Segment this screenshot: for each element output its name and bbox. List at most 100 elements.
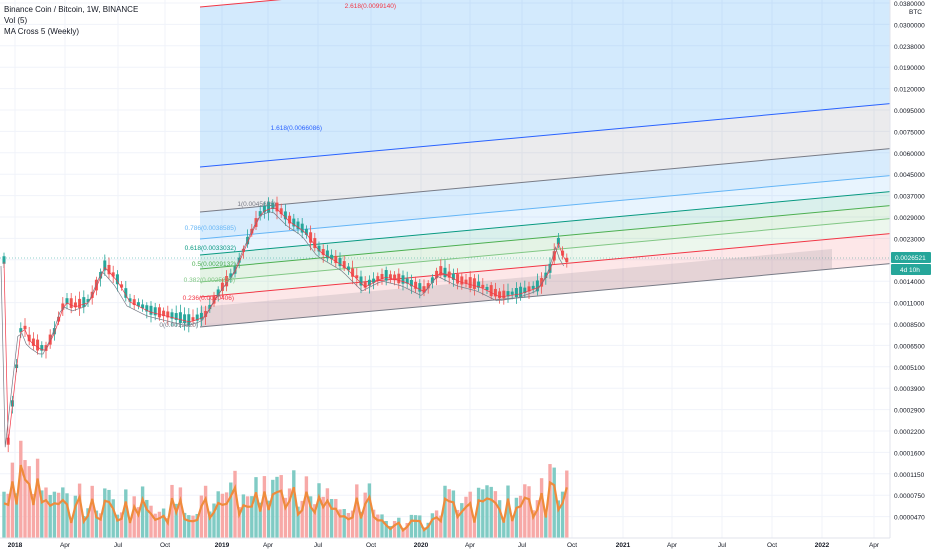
- candle-body: [481, 284, 485, 288]
- candle-body: [153, 307, 157, 316]
- time-tick-label: Apr: [667, 542, 678, 549]
- volume-bar: [334, 498, 338, 538]
- candle-body: [288, 215, 292, 224]
- volume-bar: [560, 491, 565, 538]
- time-tick-label: Apr: [465, 542, 476, 549]
- volume-bar: [434, 510, 439, 538]
- candle-body: [267, 202, 271, 213]
- price-tick-label: 0.0095000: [894, 108, 925, 115]
- price-tick-label: 0.0075000: [894, 129, 925, 136]
- candle-body: [506, 291, 510, 297]
- candle-body: [283, 211, 287, 220]
- volume-bar: [56, 492, 61, 538]
- volume-bar: [27, 466, 31, 538]
- volume-bar: [468, 491, 472, 538]
- time-tick-label: Oct: [767, 542, 777, 549]
- volume-bar: [497, 500, 502, 538]
- candle-body: [376, 276, 380, 282]
- volume-bar: [149, 505, 153, 538]
- volume-bar: [539, 478, 544, 538]
- volume-bar: [224, 492, 229, 538]
- volume-bar: [296, 506, 300, 538]
- time-axis[interactable]: 2018 Apr Jul Oct 2019 Apr Jul Oct 2020 Apr Jul Oct 2…: [0, 537, 890, 549]
- price-tick-label: 0.0005100: [894, 365, 925, 372]
- candle-body: [65, 298, 69, 304]
- candle-body: [380, 273, 384, 280]
- candle-body: [69, 298, 73, 308]
- price-tick-label: 0.0037000: [894, 194, 925, 201]
- volume-bar: [191, 515, 195, 538]
- candle-body: [523, 287, 527, 294]
- symbol-title[interactable]: Binance Coin / Bitcoin, 1W, BINANCE: [4, 5, 139, 14]
- price-tick-label: 0.0120000: [894, 87, 925, 94]
- volume-bar: [128, 517, 132, 538]
- price-tick-label: 0.0001150: [894, 472, 925, 479]
- time-tick-label: Jul: [314, 542, 323, 549]
- volume-bar: [443, 485, 447, 538]
- candle-body: [367, 279, 371, 286]
- candle-body: [178, 312, 182, 323]
- candle-body: [502, 290, 506, 299]
- candle-body: [103, 260, 107, 271]
- candle-body: [229, 273, 233, 278]
- candle-body: [472, 278, 476, 289]
- ma-indicator[interactable]: MA Cross 5 (Weekly): [4, 27, 79, 36]
- volume-bar: [329, 498, 334, 538]
- fib-level-label: 1.618(0.0066086): [271, 125, 322, 132]
- candle-body: [279, 208, 283, 215]
- volume-bar: [472, 517, 477, 538]
- candle-body: [78, 298, 82, 309]
- volume-bar: [86, 508, 90, 538]
- volume-bar: [44, 487, 48, 538]
- candle-body: [132, 299, 136, 306]
- volume-bar: [103, 488, 107, 538]
- volume-bar: [565, 470, 569, 538]
- time-tick-label: 2019: [215, 542, 230, 549]
- volume-bar: [409, 514, 414, 538]
- price-tick-label: 0.0238000: [894, 44, 925, 51]
- volume-bar: [271, 479, 275, 538]
- volume-bar: [489, 486, 493, 538]
- volume-bar: [502, 517, 506, 538]
- candle-body: [212, 296, 216, 304]
- price-tick-label: 0.0003900: [894, 386, 925, 393]
- candle-body: [519, 286, 523, 297]
- countdown-value: 4d 10h: [900, 267, 920, 274]
- time-tick-label: Apr: [60, 542, 71, 549]
- candle-body: [321, 249, 325, 255]
- current-price-value: 0.0026521: [895, 255, 926, 262]
- candles: [2, 196, 569, 453]
- volume-bar: [531, 510, 535, 538]
- price-tick-label: 0.0001600: [894, 450, 925, 457]
- vol-indicator[interactable]: Vol (5): [4, 16, 28, 25]
- price-tick-label: 0.0023000: [894, 236, 925, 243]
- volume-bar: [460, 503, 464, 538]
- volume-bar: [119, 512, 124, 538]
- price-axis[interactable]: 0.0380000 0.0300000 0.0238000 0.0190000 0.01…: [889, 0, 931, 538]
- candle-body: [447, 271, 451, 278]
- candle-body: [552, 251, 556, 261]
- volume-bar: [342, 509, 346, 538]
- candle-body: [493, 288, 497, 297]
- volume-bar: [371, 509, 376, 538]
- volume-bar: [208, 511, 212, 538]
- volume-bar: [384, 521, 388, 538]
- volume-bar: [178, 487, 183, 538]
- volume-bar: [279, 475, 283, 538]
- volume-bar: [544, 510, 548, 538]
- volume-bar: [220, 493, 225, 538]
- price-tick-label: 0.0006500: [894, 343, 925, 350]
- candle-body: [485, 286, 489, 291]
- price-tick-label: 0.0008500: [894, 322, 925, 329]
- volume-bar: [216, 491, 220, 538]
- fib-level-label: 0.5(0.0029132): [192, 261, 236, 268]
- volume-bar: [380, 514, 384, 538]
- candle-body: [313, 238, 317, 249]
- fib-level-line: [199, 148, 891, 213]
- volume-bar: [317, 483, 321, 538]
- volume-bar: [275, 476, 279, 538]
- volume-bar: [439, 515, 443, 538]
- candle-body: [241, 248, 245, 253]
- fib-labels: 0(0.0012620) 0.236(0.0020406) 0.382(0.0025…: [159, 3, 396, 329]
